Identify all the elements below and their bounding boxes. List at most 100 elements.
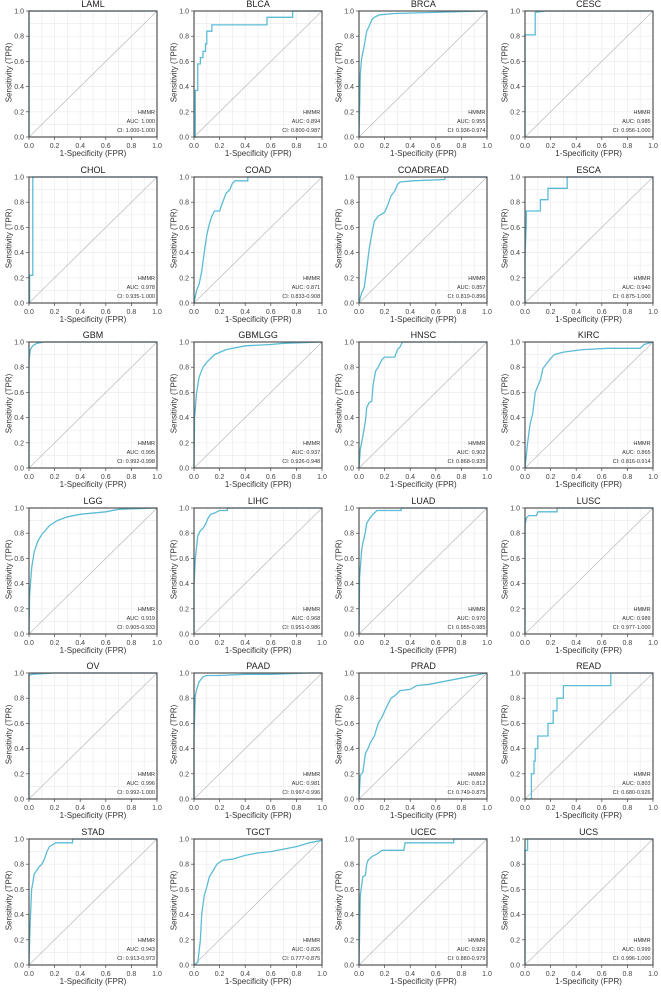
svg-text:0.6: 0.6 — [266, 143, 276, 150]
annotation-auc: AUC: 0.937 — [291, 450, 321, 457]
svg-text:0.8: 0.8 — [622, 143, 632, 150]
roc-panel-prad: 0.0 0.0 0.2 0.2 0.4 0.4 0.6 0.6 0.8 0.8 1.0 1.0 PRA… — [330, 661, 495, 828]
svg-text:0.4: 0.4 — [75, 805, 85, 812]
chance-diagonal — [28, 341, 158, 469]
y-axis-label: Sensitivity (TPR) — [334, 208, 344, 268]
svg-text:0.8: 0.8 — [14, 34, 24, 41]
svg-text:1.0: 1.0 — [179, 340, 189, 347]
svg-text:1.0: 1.0 — [179, 174, 189, 181]
x-axis-label: 1-Specificity (FPR) — [59, 314, 127, 324]
svg-text:0.6: 0.6 — [266, 971, 276, 978]
annotation-gene: HMMR — [468, 275, 486, 282]
roc-panel-lihc: 0.0 0.0 0.2 0.2 0.4 0.4 0.6 0.6 0.8 0.8 1.0 1.0 LIH… — [165, 495, 330, 663]
svg-text:0.2: 0.2 — [179, 772, 189, 779]
svg-text:1.0: 1.0 — [510, 174, 520, 181]
x-axis-label: 1-Specificity (FPR) — [390, 480, 457, 490]
svg-text:0.4: 0.4 — [75, 971, 85, 978]
svg-text:0.2: 0.2 — [545, 143, 555, 150]
svg-text:0.2: 0.2 — [179, 109, 189, 116]
svg-text:0.8: 0.8 — [345, 199, 355, 206]
roc-panel-read: 0.0 0.0 0.2 0.2 0.4 0.4 0.6 0.6 0.8 0.8 1.0 1.0 REA… — [496, 661, 661, 828]
roc-plot-area: 0.00.0 0.2 0.2 0.4 0.4 0.6 0.6 0.8 0.8 1.0 1.0 — [179, 837, 327, 979]
annotation-ci: CI: 0.992-0.998 — [117, 459, 155, 466]
chance-diagonal — [524, 507, 653, 635]
svg-text:1.0: 1.0 — [345, 174, 355, 181]
chance-diagonal — [193, 838, 323, 966]
svg-text:0.8: 0.8 — [457, 309, 467, 316]
x-axis-label: 1-Specificity (FPR) — [390, 811, 457, 821]
svg-text:1.0: 1.0 — [14, 837, 24, 844]
svg-text:0.2: 0.2 — [215, 805, 225, 812]
svg-text:0.4: 0.4 — [510, 746, 520, 753]
annotation-gene: HMMR — [468, 441, 486, 448]
y-axis-label: Sensitivity (TPR) — [500, 705, 510, 765]
panel-title: HNSC — [410, 330, 437, 341]
chance-diagonal — [193, 10, 323, 138]
svg-text:0.2: 0.2 — [50, 640, 60, 647]
y-axis-label: Sensitivity (TPR) — [169, 42, 179, 103]
panel-title: BLCA — [246, 0, 270, 9]
svg-text:0.0: 0.0 — [345, 466, 355, 473]
annotation-ci: CI: 0.819-0.896 — [447, 293, 486, 300]
chance-diagonal — [193, 176, 323, 303]
roc-plot-area: 0.00.0 0.2 0.2 0.4 0.4 0.6 0.6 0.8 0.8 1.0 1.0 — [345, 837, 493, 979]
svg-text:0.4: 0.4 — [75, 474, 85, 481]
svg-text:0.4: 0.4 — [406, 474, 416, 481]
svg-text:0.2: 0.2 — [14, 937, 24, 944]
svg-text:0.6: 0.6 — [510, 887, 520, 894]
svg-text:0.6: 0.6 — [101, 805, 111, 812]
svg-text:0.2: 0.2 — [179, 606, 189, 613]
svg-text:0.4: 0.4 — [510, 912, 520, 919]
annotation-auc: AUC: 0.978 — [126, 284, 155, 291]
svg-text:0.6: 0.6 — [179, 224, 189, 231]
svg-text:0.0: 0.0 — [355, 805, 365, 812]
annotation-auc: AUC: 0.871 — [291, 284, 321, 291]
svg-text:0.4: 0.4 — [406, 640, 416, 647]
roc-curve — [358, 838, 488, 966]
svg-text:0.4: 0.4 — [14, 250, 24, 257]
svg-text:0.2: 0.2 — [345, 275, 355, 282]
svg-text:1.0: 1.0 — [152, 971, 162, 978]
annotation-auc: AUC: 0.955 — [456, 119, 486, 125]
roc-panel-tgct: 0.0 0.0 0.2 0.2 0.4 0.4 0.6 0.6 0.8 0.8 1.0 1.0 TGC… — [165, 827, 330, 994]
svg-text:0.6: 0.6 — [345, 59, 355, 66]
svg-text:0.4: 0.4 — [510, 250, 520, 257]
svg-text:0.8: 0.8 — [622, 805, 632, 812]
annotation-ci: CI: 0.936-0.974 — [447, 128, 486, 134]
roc-plot-area: 0.00.0 0.2 0.2 0.4 0.4 0.6 0.6 0.8 0.8 1.0 1.0 — [14, 340, 162, 482]
svg-text:0.0: 0.0 — [24, 143, 34, 150]
panel-title: LIHC — [247, 495, 269, 506]
annotation-ci: CI: 0.875-1.000 — [612, 293, 651, 300]
svg-text:0.6: 0.6 — [179, 390, 189, 397]
svg-text:0.8: 0.8 — [179, 365, 189, 372]
svg-text:0.0: 0.0 — [14, 631, 24, 638]
svg-text:1.0: 1.0 — [179, 9, 189, 16]
roc-panel-luad: 0.0 0.0 0.2 0.2 0.4 0.4 0.6 0.6 0.8 0.8 1.0 1.0 LUA… — [330, 496, 495, 663]
annotation-auc: AUC: 0.857 — [456, 284, 486, 291]
svg-text:0.6: 0.6 — [510, 224, 520, 231]
roc-plot-area: 0.00.0 0.2 0.2 0.4 0.4 0.6 0.6 0.8 0.8 1.0 1.0 — [345, 340, 493, 482]
svg-text:1.0: 1.0 — [510, 671, 520, 678]
svg-text:0.0: 0.0 — [14, 963, 24, 970]
svg-text:0.0: 0.0 — [189, 971, 199, 978]
svg-text:0.6: 0.6 — [510, 556, 520, 563]
svg-text:0.8: 0.8 — [292, 309, 302, 316]
panel-title: CESC — [576, 0, 602, 9]
svg-text:0.6: 0.6 — [101, 640, 111, 647]
annotation-ci: CI: 0.777-0.875 — [282, 956, 321, 962]
svg-text:0.0: 0.0 — [355, 971, 365, 978]
svg-text:0.6: 0.6 — [597, 640, 607, 647]
svg-text:1.0: 1.0 — [317, 640, 327, 647]
svg-text:0.0: 0.0 — [345, 135, 355, 142]
svg-text:0.6: 0.6 — [14, 556, 24, 563]
svg-text:0.6: 0.6 — [14, 59, 24, 66]
y-axis-label: Sensitivity (TPR) — [169, 705, 179, 765]
roc-panel-laml: 0.0 0.0 0.2 0.2 0.4 0.4 0.6 0.6 0.8 0.8 1.0 1.0 LAM… — [0, 0, 165, 166]
svg-text:0.0: 0.0 — [14, 797, 24, 804]
y-axis-label: Sensitivity (TPR) — [500, 539, 510, 600]
chance-diagonal — [359, 507, 488, 635]
svg-text:0.6: 0.6 — [431, 143, 441, 150]
svg-text:1.0: 1.0 — [648, 474, 658, 481]
annotation-ci: CI: 0.935-1.000 — [117, 293, 155, 300]
